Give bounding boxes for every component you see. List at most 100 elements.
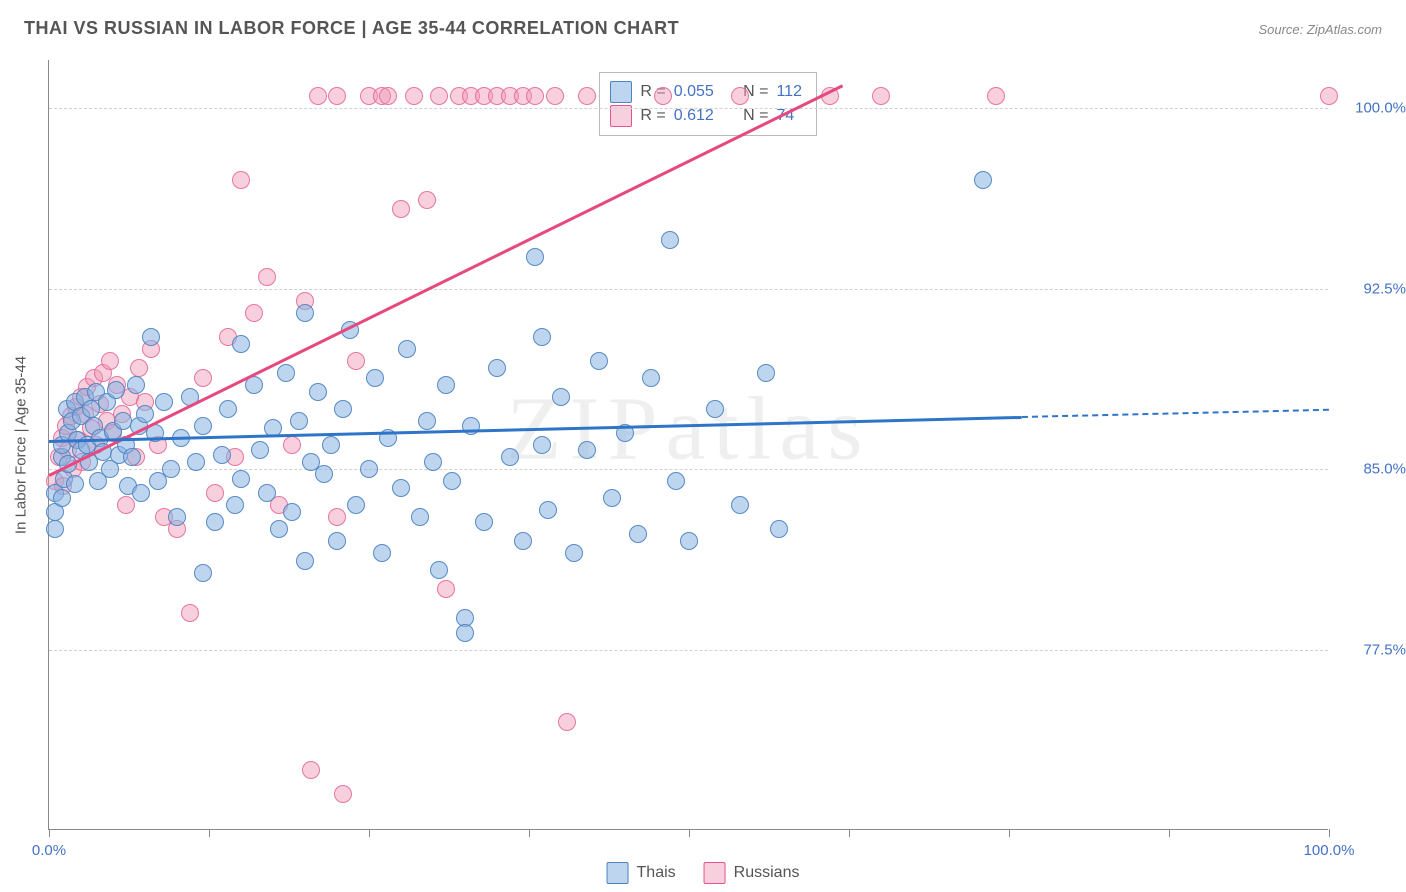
- pink-point: [392, 200, 410, 218]
- chart-title: THAI VS RUSSIAN IN LABOR FORCE | AGE 35-…: [24, 18, 679, 39]
- blue-point: [488, 359, 506, 377]
- blue-point: [661, 231, 679, 249]
- pink-point: [558, 713, 576, 731]
- blue-point: [667, 472, 685, 490]
- bottom-legend: Thais Russians: [607, 862, 800, 884]
- pink-point: [347, 352, 365, 370]
- blue-point: [533, 436, 551, 454]
- pink-point: [328, 87, 346, 105]
- pink-point: [283, 436, 301, 454]
- blue-point: [501, 448, 519, 466]
- legend-label: Thais: [637, 864, 676, 882]
- legend-item-pink: Russians: [704, 862, 800, 884]
- pink-point: [101, 352, 119, 370]
- blue-point: [526, 248, 544, 266]
- x-tick: [49, 829, 50, 837]
- blue-point: [629, 525, 647, 543]
- blue-point: [373, 544, 391, 562]
- blue-point: [296, 552, 314, 570]
- blue-point: [392, 479, 410, 497]
- legend-item-blue: Thais: [607, 862, 676, 884]
- blue-point: [398, 340, 416, 358]
- blue-point: [194, 564, 212, 582]
- pink-point: [245, 304, 263, 322]
- x-tick-label: 0.0%: [32, 842, 66, 859]
- pink-point: [117, 496, 135, 514]
- grid-line: [49, 108, 1328, 109]
- x-tick: [1009, 829, 1010, 837]
- blue-point: [226, 496, 244, 514]
- blue-point: [283, 503, 301, 521]
- blue-point: [680, 532, 698, 550]
- y-tick-label: 85.0%: [1346, 461, 1406, 478]
- blue-point: [552, 388, 570, 406]
- blue-point: [187, 453, 205, 471]
- blue-point: [123, 448, 141, 466]
- pink-point: [232, 171, 250, 189]
- stats-box: R = 0.055 N = 112R = 0.612 N = 74: [599, 72, 817, 136]
- x-tick-label: 100.0%: [1304, 842, 1355, 859]
- x-tick: [849, 829, 850, 837]
- blue-point: [309, 383, 327, 401]
- blue-point: [322, 436, 340, 454]
- blue-point: [206, 513, 224, 531]
- blue-point: [578, 441, 596, 459]
- blue-point: [974, 171, 992, 189]
- blue-point: [194, 417, 212, 435]
- pink-swatch: [704, 862, 726, 884]
- blue-point: [232, 470, 250, 488]
- pink-point: [731, 87, 749, 105]
- stats-row: R = 0.055 N = 112: [610, 81, 802, 103]
- pink-point: [302, 761, 320, 779]
- pink-point: [181, 604, 199, 622]
- blue-point: [258, 484, 276, 502]
- blue-point: [296, 304, 314, 322]
- blue-point: [443, 472, 461, 490]
- blue-point: [270, 520, 288, 538]
- x-tick: [529, 829, 530, 837]
- pink-point: [405, 87, 423, 105]
- blue-point: [168, 508, 186, 526]
- blue-point: [328, 532, 346, 550]
- blue-point: [603, 489, 621, 507]
- blue-swatch: [610, 81, 632, 103]
- blue-point: [475, 513, 493, 531]
- x-tick: [1169, 829, 1170, 837]
- x-tick: [369, 829, 370, 837]
- pink-point: [437, 580, 455, 598]
- pink-point: [258, 268, 276, 286]
- blue-point: [127, 376, 145, 394]
- x-tick: [689, 829, 690, 837]
- blue-point: [770, 520, 788, 538]
- pink-point: [418, 191, 436, 209]
- pink-point: [309, 87, 327, 105]
- blue-point: [277, 364, 295, 382]
- y-tick-label: 77.5%: [1346, 641, 1406, 658]
- blue-point: [46, 520, 64, 538]
- blue-point: [360, 460, 378, 478]
- blue-point: [418, 412, 436, 430]
- blue-point: [731, 496, 749, 514]
- blue-point: [213, 446, 231, 464]
- pink-point: [526, 87, 544, 105]
- blue-point: [107, 381, 125, 399]
- pink-point: [194, 369, 212, 387]
- blue-point: [437, 376, 455, 394]
- y-tick-label: 100.0%: [1346, 100, 1406, 117]
- blue-point: [642, 369, 660, 387]
- pink-point: [546, 87, 564, 105]
- blue-point: [251, 441, 269, 459]
- blue-point: [456, 624, 474, 642]
- pink-point: [328, 508, 346, 526]
- blue-point: [514, 532, 532, 550]
- blue-point: [757, 364, 775, 382]
- blue-point: [411, 508, 429, 526]
- blue-point: [162, 460, 180, 478]
- blue-point: [347, 496, 365, 514]
- pink-point: [1320, 87, 1338, 105]
- legend-label: Russians: [734, 864, 800, 882]
- pink-point: [379, 87, 397, 105]
- pink-point: [987, 87, 1005, 105]
- blue-point: [232, 335, 250, 353]
- grid-line: [49, 650, 1328, 651]
